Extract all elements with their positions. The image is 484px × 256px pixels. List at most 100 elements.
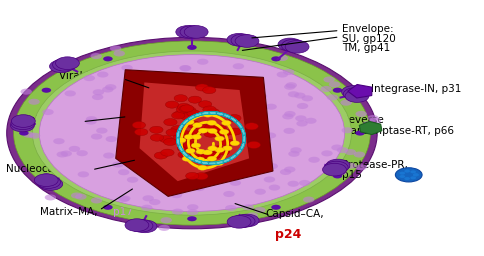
Circle shape	[255, 93, 267, 99]
Circle shape	[196, 149, 205, 154]
Circle shape	[177, 145, 190, 152]
Circle shape	[320, 150, 332, 156]
Circle shape	[197, 59, 208, 65]
Circle shape	[412, 173, 418, 176]
Circle shape	[171, 112, 184, 119]
Circle shape	[404, 177, 409, 180]
Circle shape	[284, 111, 295, 117]
Circle shape	[219, 129, 228, 134]
Circle shape	[180, 132, 191, 138]
Circle shape	[213, 161, 223, 166]
Circle shape	[76, 150, 88, 156]
Circle shape	[159, 135, 172, 143]
Circle shape	[197, 147, 209, 153]
Circle shape	[170, 126, 184, 133]
Circle shape	[207, 155, 218, 162]
Circle shape	[344, 163, 355, 169]
Circle shape	[213, 125, 226, 132]
Circle shape	[12, 115, 35, 127]
Circle shape	[296, 103, 308, 109]
Circle shape	[178, 131, 192, 138]
Circle shape	[295, 115, 306, 121]
Circle shape	[192, 156, 206, 163]
Circle shape	[236, 121, 247, 127]
Text: Capsid–CA,: Capsid–CA,	[265, 209, 324, 219]
Circle shape	[188, 96, 201, 103]
Circle shape	[180, 65, 191, 71]
Circle shape	[202, 87, 215, 94]
Circle shape	[149, 83, 160, 89]
Ellipse shape	[14, 41, 370, 225]
Circle shape	[344, 149, 355, 155]
Circle shape	[151, 101, 162, 107]
Circle shape	[19, 131, 29, 136]
Circle shape	[216, 162, 227, 168]
Circle shape	[121, 65, 133, 71]
Circle shape	[143, 132, 154, 138]
Circle shape	[159, 165, 170, 172]
Circle shape	[254, 207, 265, 213]
Circle shape	[192, 123, 202, 128]
Circle shape	[166, 144, 177, 150]
Circle shape	[281, 39, 305, 52]
Circle shape	[231, 215, 255, 228]
Circle shape	[263, 176, 274, 183]
Circle shape	[188, 132, 200, 138]
Circle shape	[197, 156, 211, 163]
Circle shape	[241, 116, 252, 123]
Circle shape	[202, 112, 212, 117]
Text: Integrase-IN, p31: Integrase-IN, p31	[370, 84, 460, 94]
Circle shape	[233, 107, 244, 113]
Circle shape	[92, 94, 103, 100]
Circle shape	[20, 89, 32, 95]
Circle shape	[216, 82, 227, 88]
Text: SU, gp120: SU, gp120	[341, 34, 395, 44]
Circle shape	[42, 173, 51, 178]
Circle shape	[34, 174, 58, 187]
Circle shape	[152, 81, 164, 88]
Circle shape	[113, 50, 125, 57]
Text: TM, gp41: TM, gp41	[341, 43, 390, 53]
Circle shape	[103, 56, 112, 61]
Circle shape	[180, 113, 193, 120]
Circle shape	[151, 108, 162, 114]
Circle shape	[69, 146, 80, 152]
Circle shape	[52, 58, 76, 71]
Circle shape	[184, 26, 208, 38]
Ellipse shape	[32, 51, 351, 215]
Circle shape	[308, 157, 319, 163]
Circle shape	[399, 175, 404, 178]
Ellipse shape	[39, 55, 344, 211]
Circle shape	[184, 135, 197, 142]
Circle shape	[301, 95, 312, 101]
Circle shape	[283, 69, 294, 75]
Circle shape	[232, 63, 243, 69]
Circle shape	[154, 152, 167, 159]
Circle shape	[179, 132, 193, 139]
Circle shape	[200, 114, 212, 120]
Circle shape	[279, 169, 291, 175]
Circle shape	[169, 134, 181, 140]
Circle shape	[207, 156, 216, 161]
Circle shape	[206, 109, 219, 115]
Circle shape	[345, 90, 368, 102]
Circle shape	[287, 181, 298, 187]
Circle shape	[85, 119, 96, 125]
Circle shape	[149, 119, 161, 125]
Circle shape	[287, 151, 299, 157]
Circle shape	[187, 45, 197, 50]
Text: Envelope:: Envelope:	[341, 24, 393, 34]
Circle shape	[178, 151, 191, 158]
Circle shape	[103, 153, 114, 158]
Circle shape	[166, 139, 177, 145]
Circle shape	[202, 106, 216, 113]
Text: Lipid bilayer: Lipid bilayer	[20, 115, 84, 125]
Circle shape	[185, 148, 195, 153]
Circle shape	[192, 134, 201, 140]
Circle shape	[277, 38, 301, 51]
Circle shape	[224, 143, 235, 149]
Circle shape	[39, 178, 62, 190]
Circle shape	[222, 155, 233, 161]
Circle shape	[92, 89, 104, 95]
Circle shape	[324, 161, 348, 174]
